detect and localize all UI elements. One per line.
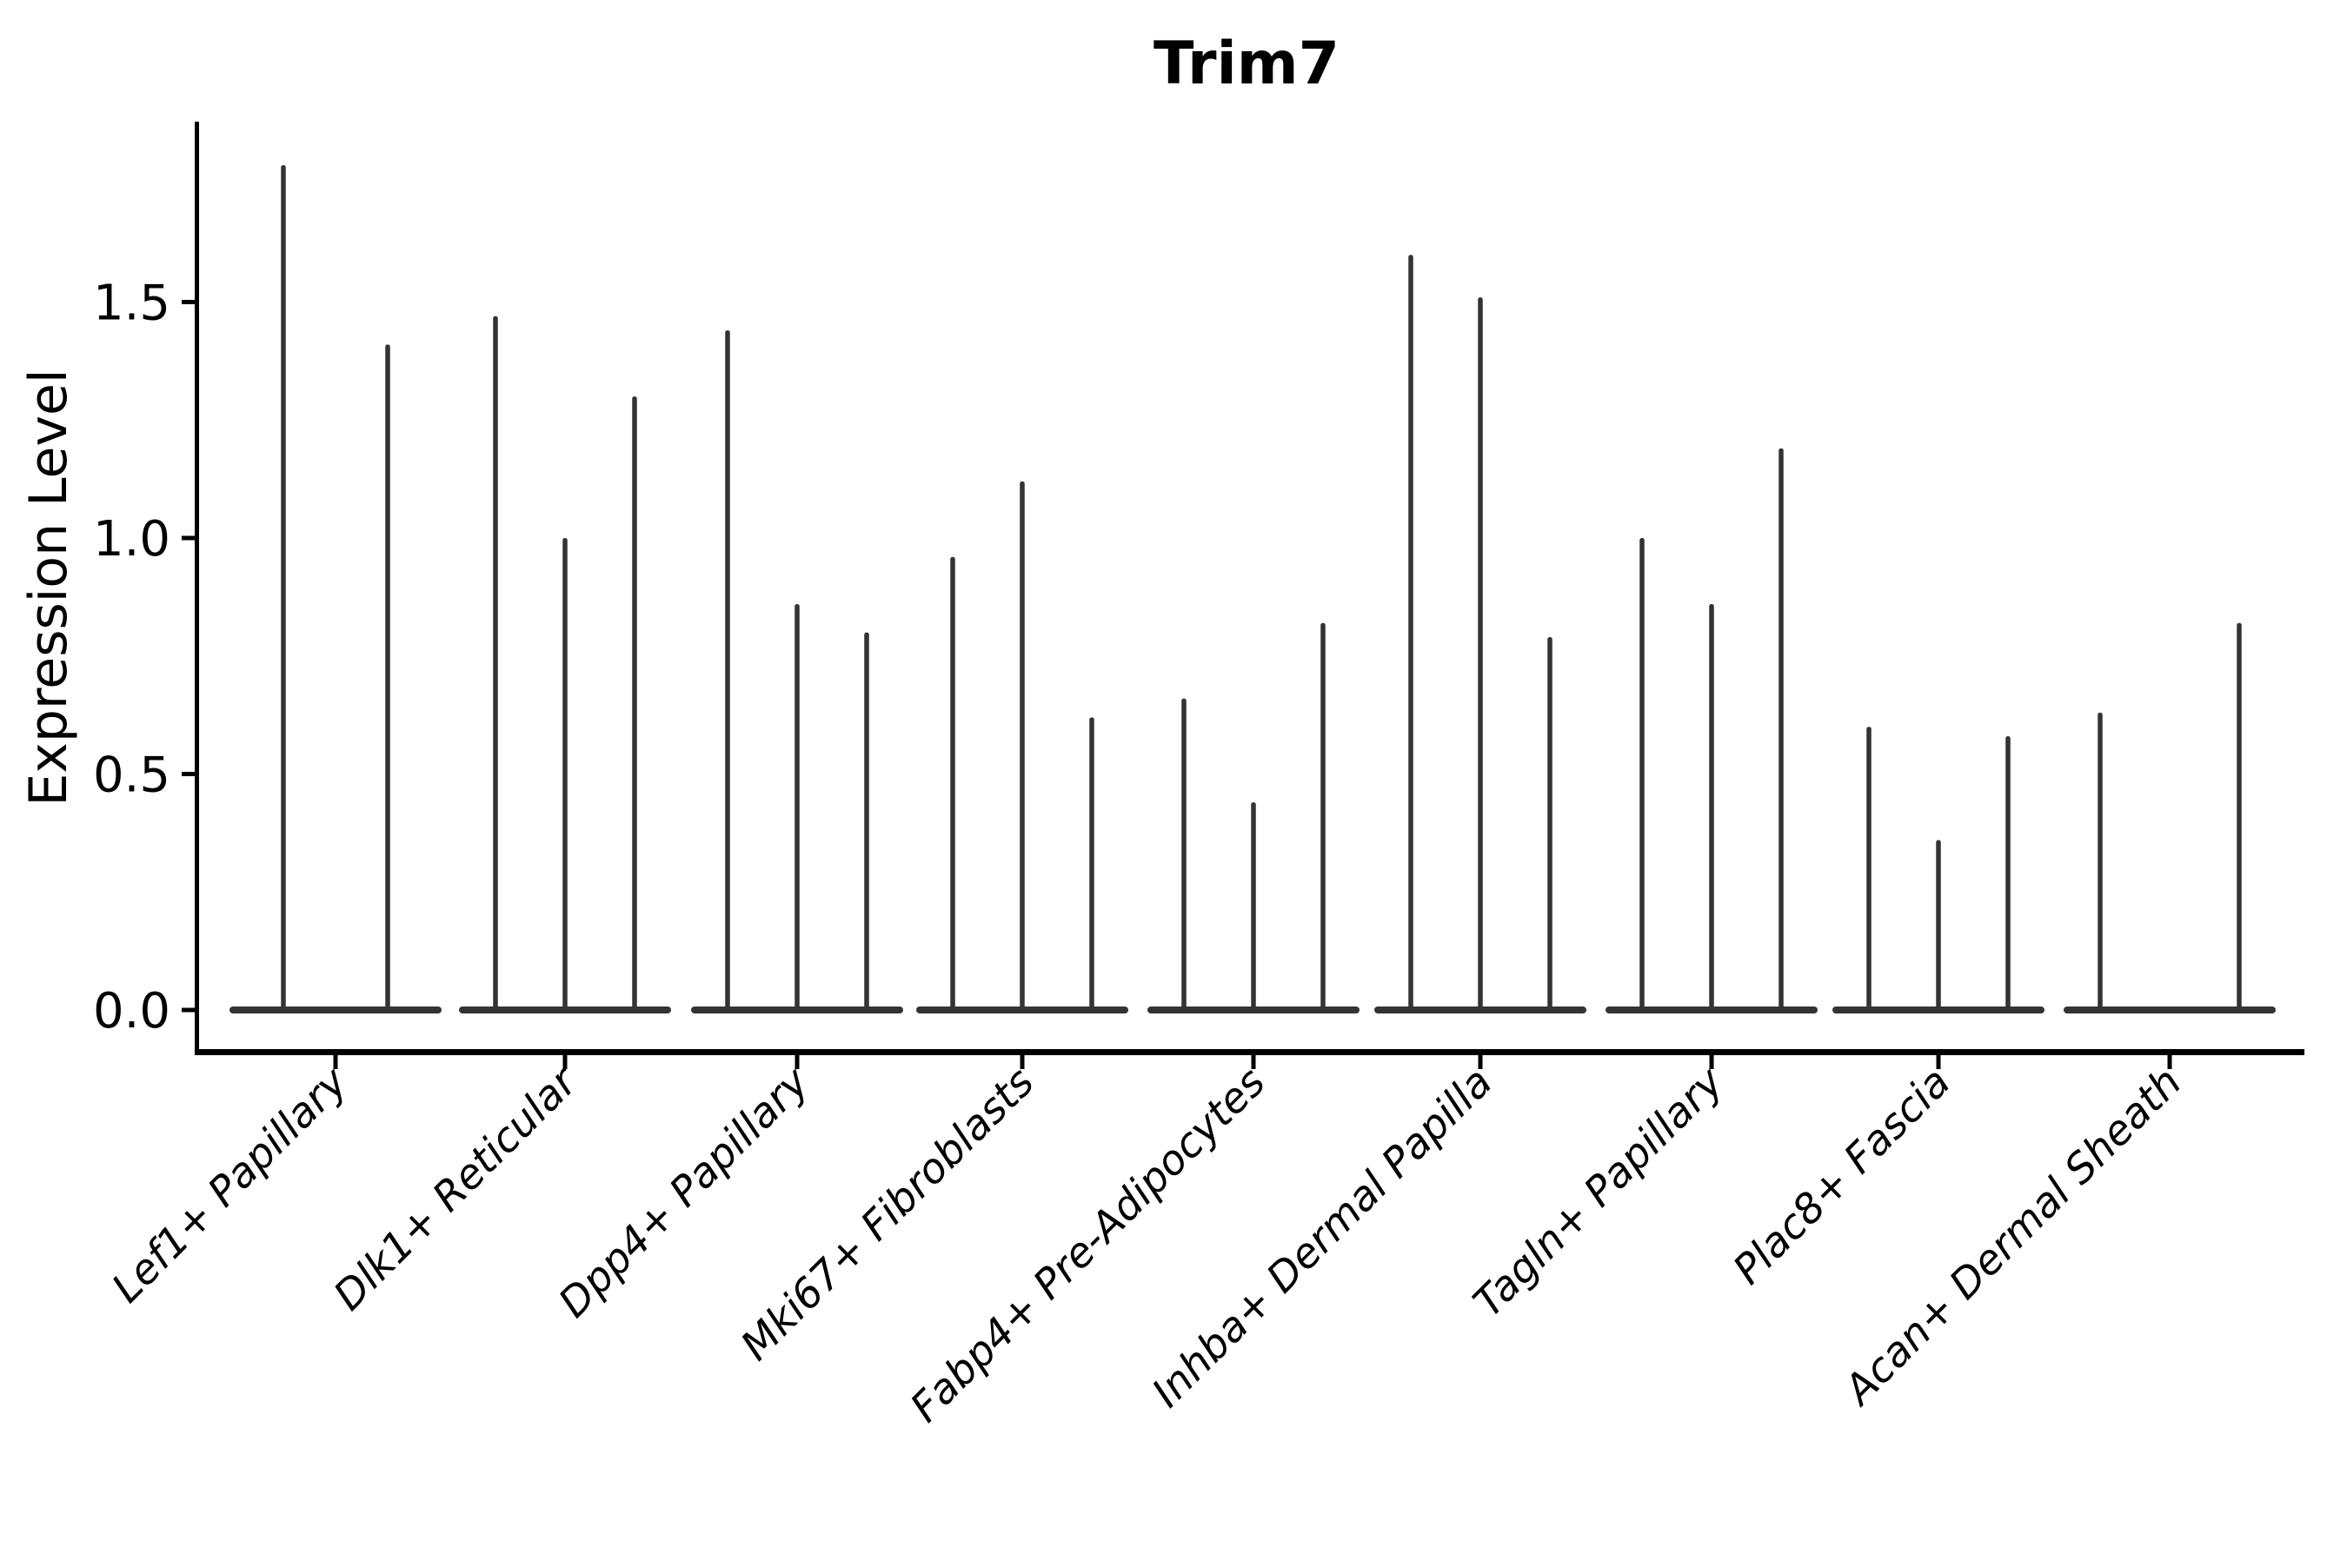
violin-spike [2237,622,2242,1012]
y-tick-label: 1.0 [93,511,170,568]
violin-category-group [1374,255,1586,1013]
violin-spike [1181,698,1187,1012]
violin-spike [1866,727,1872,1012]
violin-spike [632,396,637,1013]
y-axis-ticks: 0.0 0.5 1.0 1.5 [93,276,197,1040]
violin-spike [1020,481,1025,1012]
violins [229,165,2276,1013]
violin-spike [493,316,498,1012]
violin-spike [281,165,286,1012]
violin-category-group [1606,448,1818,1013]
chart-title: Trim7 [1154,30,1340,98]
violin-spike [1320,622,1326,1012]
violin-spike [1089,717,1094,1012]
violin-spike [2098,712,2103,1012]
violin-spike [2005,736,2011,1012]
violin-category-group [2064,622,2276,1013]
violin-spike [725,330,730,1013]
violin-body [2064,1007,2276,1013]
violin-spike [562,538,568,1012]
y-tick-label: 0.5 [93,747,170,804]
y-tick-label: 1.5 [93,276,170,332]
violin-category-group [1147,622,1360,1013]
violin-category-group [1832,727,2044,1013]
violin-spike [1408,255,1413,1012]
violin-spike [1478,297,1483,1012]
violin-spike [950,556,955,1012]
violin-category-group [229,165,442,1013]
violin-spike [1639,538,1645,1012]
violin-spike [1779,448,1784,1012]
violin-spike [864,632,869,1012]
y-tick-label: 0.0 [93,983,170,1040]
violin-category-group [459,316,671,1013]
violin-spike [1251,802,1256,1012]
violin-spike [385,344,390,1012]
violin-category-group [691,330,903,1013]
violin-spike [1936,840,1941,1012]
violin-body [229,1007,442,1013]
violin-spike [795,604,800,1012]
violin-spike [1547,637,1552,1012]
violin-spike [1709,604,1714,1012]
y-axis-label: Expression Level [18,369,79,806]
violin-category-group [916,481,1128,1013]
